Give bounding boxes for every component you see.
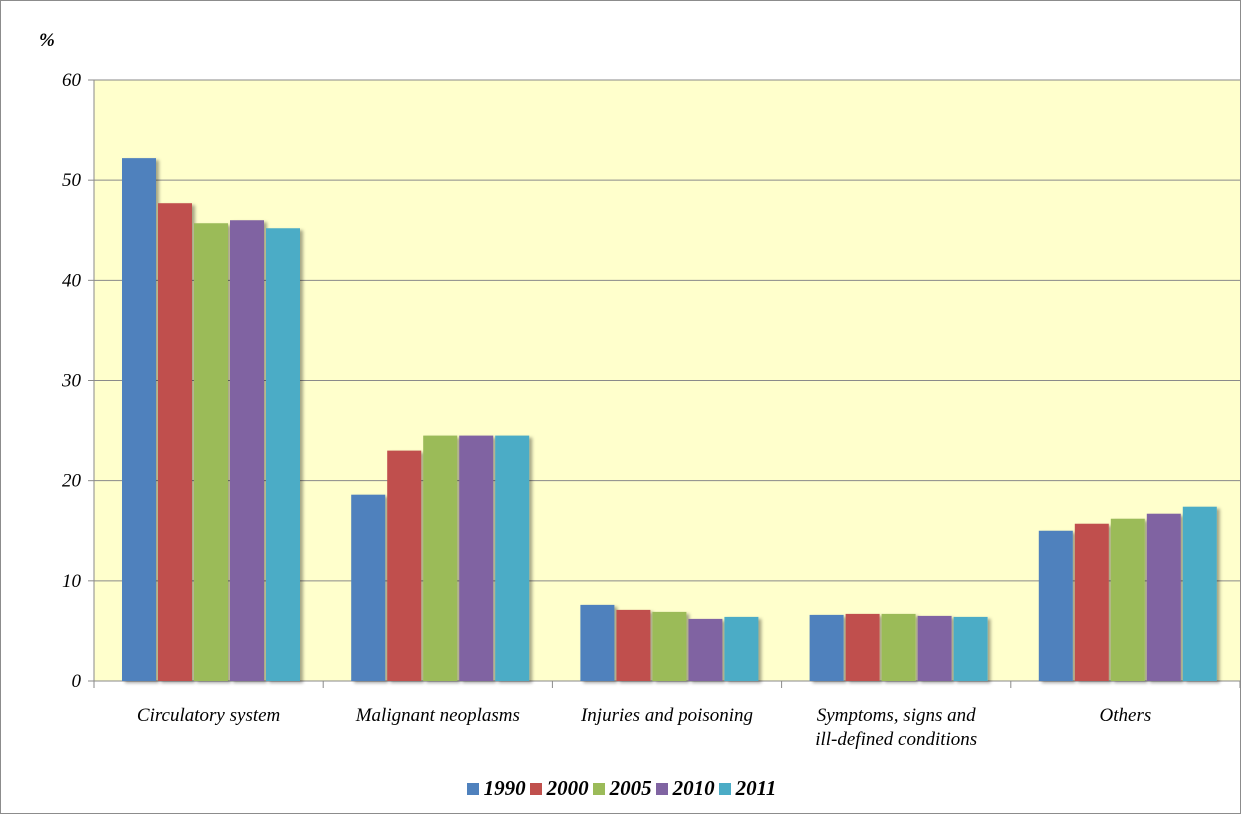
- legend-swatch-2005: [592, 782, 605, 795]
- bar-2005-4: [1110, 518, 1145, 681]
- y-tick-label-40: 40: [62, 270, 82, 291]
- y-axis-label: %: [39, 30, 55, 51]
- x-category-label-3-line-1: ill-defined conditions: [815, 729, 977, 750]
- bar-2000-3: [845, 613, 880, 681]
- legend-item-2010: 2010: [655, 776, 715, 801]
- bar-2011-0: [266, 228, 300, 681]
- bar-2010-3: [917, 615, 952, 681]
- bar-2000-0: [158, 203, 192, 681]
- bar-2000-1: [387, 450, 422, 681]
- y-tick-label-10: 10: [62, 571, 82, 592]
- bar-2010-4: [1146, 513, 1181, 681]
- legend-item-2005: 2005: [592, 776, 652, 801]
- legend-swatch-1990: [466, 782, 479, 795]
- bar-2005-0: [194, 223, 228, 681]
- bar-2011-3: [953, 616, 988, 681]
- chart-legend: 1990 2000 2005 2010 2011: [1, 776, 1242, 801]
- bar-2011-4: [1182, 506, 1217, 681]
- legend-label-2005: 2005: [609, 776, 652, 800]
- legend-label-2010: 2010: [672, 776, 715, 800]
- bar-2011-2: [724, 616, 759, 681]
- bar-1990-4: [1038, 530, 1073, 681]
- y-tick-label-50: 50: [62, 170, 82, 191]
- bar-2005-1: [423, 435, 458, 681]
- x-category-label-1: Malignant neoplasms: [355, 705, 520, 726]
- bar-2000-2: [616, 609, 651, 681]
- bar-2010-1: [459, 435, 494, 681]
- bar-1990-0: [122, 158, 156, 681]
- x-category-label-0: Circulatory system: [137, 705, 280, 726]
- bar-2005-2: [652, 611, 687, 681]
- bar-2010-2: [688, 618, 723, 681]
- legend-swatch-2010: [655, 782, 668, 795]
- legend-label-2000: 2000: [546, 776, 589, 800]
- legend-item-1990: 1990: [466, 776, 526, 801]
- bar-2011-1: [495, 435, 530, 681]
- legend-item-2011: 2011: [718, 776, 777, 801]
- legend-label-2011: 2011: [735, 776, 777, 800]
- bar-1990-3: [809, 614, 844, 681]
- y-tick-label-60: 60: [62, 70, 82, 91]
- x-category-label-3-line-0: Symptoms, signs and: [817, 705, 976, 726]
- legend-label-1990: 1990: [483, 776, 526, 800]
- bar-2005-3: [881, 613, 916, 681]
- bar-1990-1: [351, 494, 386, 681]
- y-tick-label-20: 20: [62, 471, 82, 492]
- bar-2010-0: [230, 220, 264, 681]
- x-category-label-2: Injuries and poisoning: [580, 705, 753, 726]
- bar-1990-2: [580, 604, 615, 681]
- legend-swatch-2000: [529, 782, 542, 795]
- bar-2000-4: [1074, 523, 1109, 681]
- y-tick-label-0: 0: [72, 671, 82, 692]
- x-category-label-4: Others: [1100, 705, 1152, 726]
- legend-item-2000: 2000: [529, 776, 589, 801]
- bar-chart: 0 10 20 30 40 50 60% Circulatory system Malignan…: [39, 30, 1241, 750]
- y-tick-label-30: 30: [61, 371, 82, 392]
- legend-swatch-2011: [718, 782, 731, 795]
